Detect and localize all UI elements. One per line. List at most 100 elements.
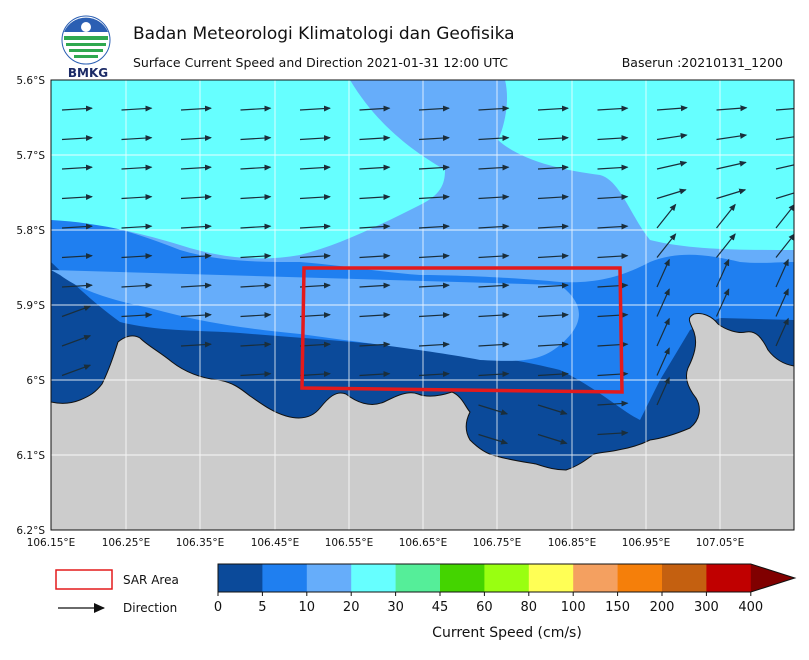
lat-tick: 6.2°S — [16, 525, 45, 537]
colorbar-segment — [262, 564, 308, 592]
current-vector-arrow — [180, 253, 212, 260]
colorbar-tick-label: 5 — [258, 600, 266, 615]
current-vector-arrow — [61, 164, 93, 171]
colorbar-segment — [395, 564, 441, 592]
grid-lines — [51, 80, 794, 530]
current-vector-arrow — [61, 105, 93, 112]
current-vector-arrow — [597, 164, 629, 171]
current-vector-arrow — [537, 105, 569, 112]
current-vector-arrow — [180, 223, 212, 230]
current-vector-arrow — [240, 371, 272, 378]
current-vector-arrow — [537, 371, 569, 378]
current-vector-arrow — [240, 194, 272, 201]
current-vector-arrow — [418, 253, 450, 260]
current-vector-arrow — [537, 135, 569, 142]
current-vector-arrow — [537, 341, 569, 348]
colorbar-segment — [573, 564, 619, 592]
current-vector-arrow — [597, 253, 629, 260]
current-vector-arrow — [775, 288, 789, 317]
colorbar-tick-label: 300 — [694, 600, 719, 615]
current-vector-arrow — [715, 258, 730, 288]
current-vector-arrow — [656, 347, 670, 376]
current-vector-arrow — [775, 192, 794, 200]
sar-area-legend-label: SAR Area — [123, 573, 179, 587]
current-vector-arrow — [121, 282, 153, 289]
current-vector-arrow — [418, 164, 450, 171]
lon-tick: 106.95°E — [622, 537, 671, 549]
current-vector-arrow — [597, 223, 629, 230]
current-vector-arrow — [478, 253, 510, 260]
lat-tick: 6.1°S — [16, 450, 45, 462]
current-vector-arrow — [418, 341, 450, 348]
current-vector-arrow — [656, 203, 677, 229]
current-vector-arrow — [656, 376, 670, 406]
current-vector-arrow — [537, 164, 569, 171]
current-vector-arrow — [478, 105, 510, 112]
current-vector-arrow — [299, 135, 331, 142]
current-vector-arrow — [597, 105, 629, 112]
sar-area-legend-symbol — [55, 569, 113, 590]
current-vector-arrow — [775, 258, 789, 288]
current-vector-arrow — [121, 223, 153, 230]
current-vector-arrow — [656, 132, 688, 141]
current-vector-arrow — [478, 164, 510, 171]
current-vector-arrow — [121, 194, 153, 201]
current-vector-arrow — [716, 160, 747, 170]
current-vector-arrow — [61, 334, 92, 347]
colorbar-segment — [218, 564, 263, 592]
current-vector-arrow — [656, 288, 670, 317]
current-vector-arrow — [299, 371, 331, 378]
lat-tick: 5.9°S — [16, 300, 45, 312]
current-vector-arrow — [775, 203, 794, 229]
current-vector-arrow — [537, 404, 568, 415]
current-vector-arrow — [418, 194, 450, 201]
current-vector-arrow — [240, 135, 272, 142]
bmkg-logo — [61, 15, 111, 65]
current-vector-arrow — [240, 312, 272, 319]
colorbar-outline — [217, 563, 797, 593]
current-vector-arrow — [716, 105, 748, 112]
current-vector-arrow — [299, 105, 331, 112]
lon-tick: 106.75°E — [473, 537, 522, 549]
current-vector-arrow — [299, 312, 331, 319]
current-vector-arrow — [180, 312, 212, 319]
current-vector-arrow — [240, 253, 272, 260]
sar-area-box — [300, 266, 624, 394]
speed-zone-20-30-west — [51, 80, 445, 259]
current-vector-arrow — [716, 188, 747, 200]
current-vector-arrow — [478, 312, 510, 319]
current-vector-arrow — [240, 105, 272, 112]
current-vector-arrow — [775, 108, 794, 111]
current-vector-arrow — [240, 223, 272, 230]
current-vector-arrow — [61, 194, 93, 201]
current-vector-arrow — [656, 188, 687, 200]
current-vector-arrow — [61, 305, 92, 318]
current-vector-arrow — [359, 371, 391, 378]
colorbar-tick-label: 20 — [343, 600, 360, 615]
colorbar-segment — [662, 564, 707, 592]
current-vector-arrow — [656, 317, 670, 347]
current-vector-arrow — [180, 341, 212, 348]
lat-tick: 5.8°S — [16, 225, 45, 237]
current-vector-arrow — [656, 105, 688, 112]
current-vector-arrow — [478, 404, 509, 415]
lon-tick: 106.25°E — [102, 537, 151, 549]
current-vector-arrow — [61, 364, 92, 377]
map-subtitle: Surface Current Speed and Direction 2021… — [133, 55, 508, 70]
current-vector-arrow — [180, 282, 212, 289]
colorbar-segment — [351, 564, 397, 592]
colorbar-segment — [484, 564, 530, 592]
current-vector-arrow — [299, 223, 331, 230]
current-vector-arrow — [61, 223, 93, 230]
current-vector-arrow — [478, 433, 509, 445]
colorbar-tick-label: 100 — [561, 600, 586, 615]
current-vector-arrow — [180, 194, 212, 201]
colorbar-segment — [706, 564, 752, 592]
current-vector-arrow — [597, 400, 629, 407]
current-vector-arrow — [299, 341, 331, 348]
current-vector-arrow — [121, 164, 153, 171]
current-vector-arrow — [240, 164, 272, 171]
colorbar-tick-label: 10 — [299, 600, 316, 615]
